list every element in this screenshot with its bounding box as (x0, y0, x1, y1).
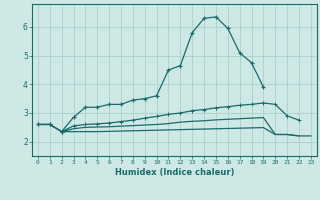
X-axis label: Humidex (Indice chaleur): Humidex (Indice chaleur) (115, 168, 234, 177)
